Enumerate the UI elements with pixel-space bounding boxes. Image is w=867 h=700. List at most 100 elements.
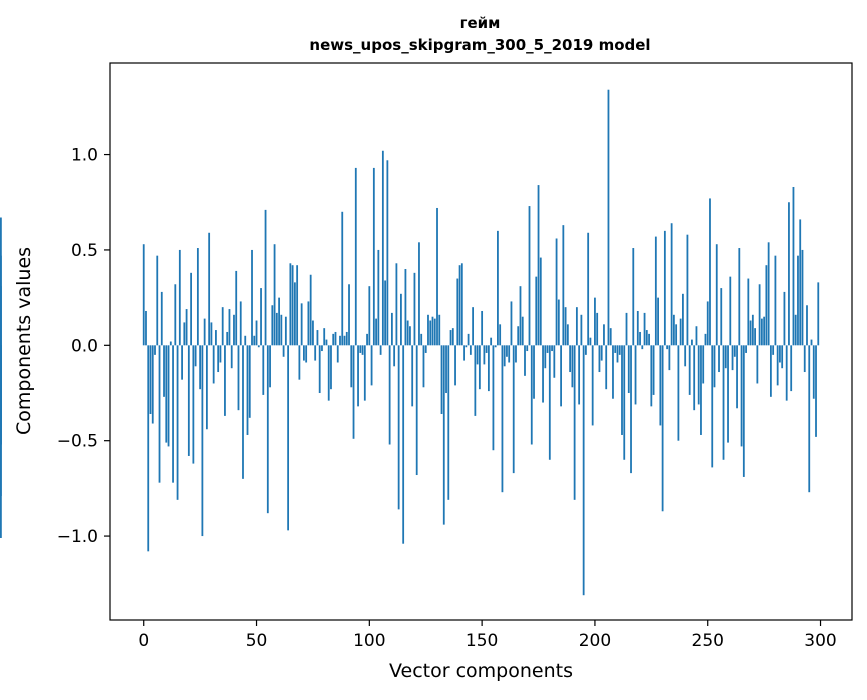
bar-263 bbox=[736, 345, 738, 409]
bar-5 bbox=[154, 345, 156, 355]
bar-225 bbox=[650, 345, 653, 407]
bar-238 bbox=[679, 318, 682, 346]
bar-72 bbox=[305, 345, 308, 363]
bar-178 bbox=[544, 345, 547, 369]
bar-220 bbox=[639, 331, 641, 346]
bar-149 bbox=[478, 345, 481, 390]
bar-59 bbox=[275, 312, 278, 346]
bar-236 bbox=[675, 324, 678, 346]
bar-296 bbox=[810, 339, 813, 346]
bar-53 bbox=[262, 345, 265, 395]
bar-298 bbox=[815, 345, 817, 437]
bar-162 bbox=[508, 345, 511, 363]
bar-36 bbox=[224, 345, 226, 416]
bar-92 bbox=[350, 345, 353, 388]
bar-267 bbox=[745, 345, 747, 353]
bar-196 bbox=[585, 345, 587, 355]
bar-183 bbox=[555, 238, 558, 346]
bar-111 bbox=[393, 345, 396, 367]
bar-125 bbox=[424, 345, 427, 353]
bar-99 bbox=[366, 333, 368, 346]
bar-152 bbox=[485, 345, 488, 353]
bar-187 bbox=[564, 307, 567, 346]
bar-20 bbox=[187, 345, 190, 456]
bar-189 bbox=[569, 345, 572, 373]
bar-215 bbox=[627, 345, 630, 394]
bar-81 bbox=[325, 339, 328, 346]
bar-102 bbox=[372, 167, 375, 346]
x-tick-label: 250 bbox=[692, 631, 724, 651]
bar-75 bbox=[312, 320, 314, 346]
bar-147 bbox=[474, 345, 477, 416]
bar-184 bbox=[557, 299, 560, 346]
bar-268 bbox=[747, 278, 750, 346]
bar-201 bbox=[596, 312, 599, 346]
bar-22 bbox=[192, 345, 195, 464]
bar-249 bbox=[704, 333, 707, 346]
bar-198 bbox=[589, 337, 592, 346]
bar-40 bbox=[233, 314, 235, 346]
bar-150 bbox=[481, 310, 484, 346]
bar-109 bbox=[388, 345, 391, 445]
bar-56 bbox=[269, 345, 271, 388]
bar-24 bbox=[196, 248, 199, 346]
bar-undefined bbox=[0, 345, 2, 538]
bar-26 bbox=[201, 345, 204, 537]
bar-107 bbox=[384, 280, 387, 346]
bar-106 bbox=[381, 150, 384, 346]
y-axis-ticks: −1.0 −0.5 0.0 0.5 1.0 bbox=[57, 146, 110, 547]
bar-129 bbox=[433, 318, 436, 346]
bar-254 bbox=[715, 244, 718, 346]
x-tick-label: 100 bbox=[353, 631, 385, 651]
bar-270 bbox=[751, 314, 754, 346]
bar-98 bbox=[363, 345, 366, 401]
bar-97 bbox=[361, 345, 364, 355]
bar-30 bbox=[210, 322, 213, 346]
bar-169 bbox=[524, 345, 526, 376]
x-tick-label: 0 bbox=[138, 631, 149, 651]
bar-65 bbox=[289, 263, 292, 346]
bar-264 bbox=[738, 248, 741, 346]
bar-16 bbox=[178, 249, 181, 346]
bar-52 bbox=[260, 288, 262, 346]
bar-27 bbox=[203, 318, 206, 346]
bar-203 bbox=[600, 345, 603, 361]
bar-46 bbox=[246, 345, 249, 435]
bar-192 bbox=[575, 307, 578, 346]
bar-96 bbox=[359, 345, 362, 353]
bar-93 bbox=[352, 345, 355, 439]
bar-67 bbox=[293, 282, 296, 346]
bar-247 bbox=[700, 345, 702, 435]
bar-195 bbox=[582, 345, 585, 596]
bar-160 bbox=[503, 345, 506, 367]
bar-135 bbox=[447, 345, 450, 500]
bar-285 bbox=[785, 345, 788, 401]
bar-89 bbox=[343, 335, 346, 346]
bar-174 bbox=[535, 276, 538, 346]
y-tick-label: 0.0 bbox=[71, 336, 98, 356]
bar-287 bbox=[790, 345, 793, 392]
bar-114 bbox=[400, 293, 402, 346]
bar-31 bbox=[212, 345, 215, 384]
bar-294 bbox=[806, 305, 808, 346]
bar-148 bbox=[476, 345, 479, 365]
bar-94 bbox=[354, 167, 357, 346]
bar-161 bbox=[506, 345, 508, 357]
bar-73 bbox=[307, 301, 310, 346]
bar-163 bbox=[510, 301, 513, 346]
bar-279 bbox=[772, 345, 775, 355]
bar-166 bbox=[517, 326, 520, 346]
bar-134 bbox=[445, 345, 447, 394]
bar-261 bbox=[731, 345, 734, 371]
bar-212 bbox=[621, 345, 623, 435]
chart-title: гейм bbox=[460, 14, 501, 32]
bar-50 bbox=[255, 320, 258, 346]
bar-281 bbox=[776, 345, 779, 386]
bar-251 bbox=[709, 198, 711, 346]
x-tick-label: 150 bbox=[466, 631, 498, 651]
bar-55 bbox=[266, 345, 269, 514]
bar-242 bbox=[688, 345, 691, 395]
bar-154 bbox=[490, 337, 493, 346]
bar-265 bbox=[740, 345, 743, 447]
